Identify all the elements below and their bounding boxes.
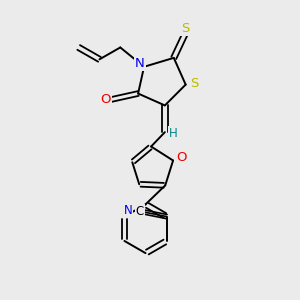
Text: N: N [124, 204, 132, 217]
Text: N: N [135, 57, 145, 70]
Text: H: H [169, 127, 178, 140]
Text: O: O [100, 93, 111, 106]
Text: S: S [190, 76, 199, 90]
Text: S: S [182, 22, 190, 34]
Text: C: C [136, 205, 144, 218]
Text: O: O [176, 151, 186, 164]
